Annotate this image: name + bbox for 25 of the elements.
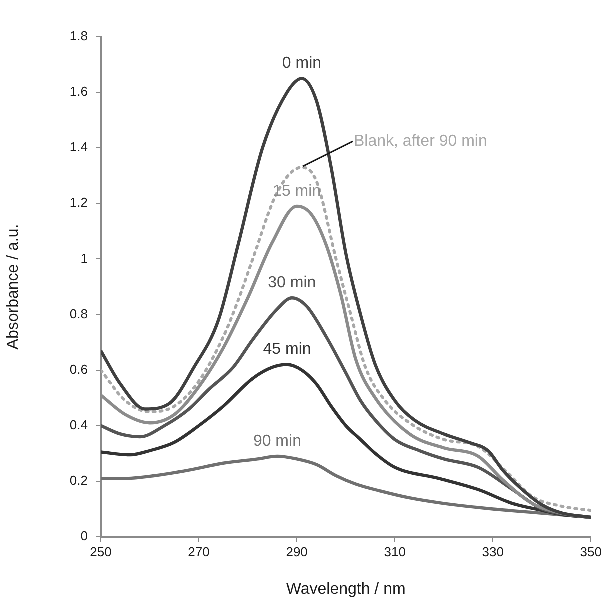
line-series <box>101 77 592 520</box>
y-tick-label: 0 <box>80 528 88 544</box>
y-tick-label: 0.2 <box>70 473 88 488</box>
x-tick-label: 330 <box>482 544 504 560</box>
y-axis-title: Absorbance / a.u. <box>5 224 22 350</box>
x-tick-label: 250 <box>90 544 112 560</box>
y-tick-label: 1.6 <box>70 84 88 100</box>
x-tick-label: 270 <box>188 544 210 560</box>
y-tick-label: 0.8 <box>70 306 88 322</box>
y-tick-label: 0.6 <box>70 362 88 377</box>
x-tick-label: 290 <box>286 544 308 560</box>
series-label: 90 min <box>253 432 302 450</box>
x-tick-label: 310 <box>384 544 406 560</box>
y-tick-label: 0.4 <box>70 417 88 432</box>
y-tick-label: 1.2 <box>70 195 88 210</box>
x-tick-label: 350 <box>580 544 602 560</box>
series-label: 15 min <box>273 182 322 200</box>
text: Blank, after 90 min <box>354 132 488 150</box>
y-tick-label: 1.8 <box>70 28 88 44</box>
y-tick-label: 1.4 <box>70 140 88 155</box>
y-tick-label: 1 <box>80 250 88 266</box>
series-label: 30 min <box>268 274 316 292</box>
x-axis-title: Wavelength / nm <box>286 580 406 598</box>
series-label: 0 min <box>282 55 322 72</box>
series-label: 45 min <box>263 341 312 358</box>
